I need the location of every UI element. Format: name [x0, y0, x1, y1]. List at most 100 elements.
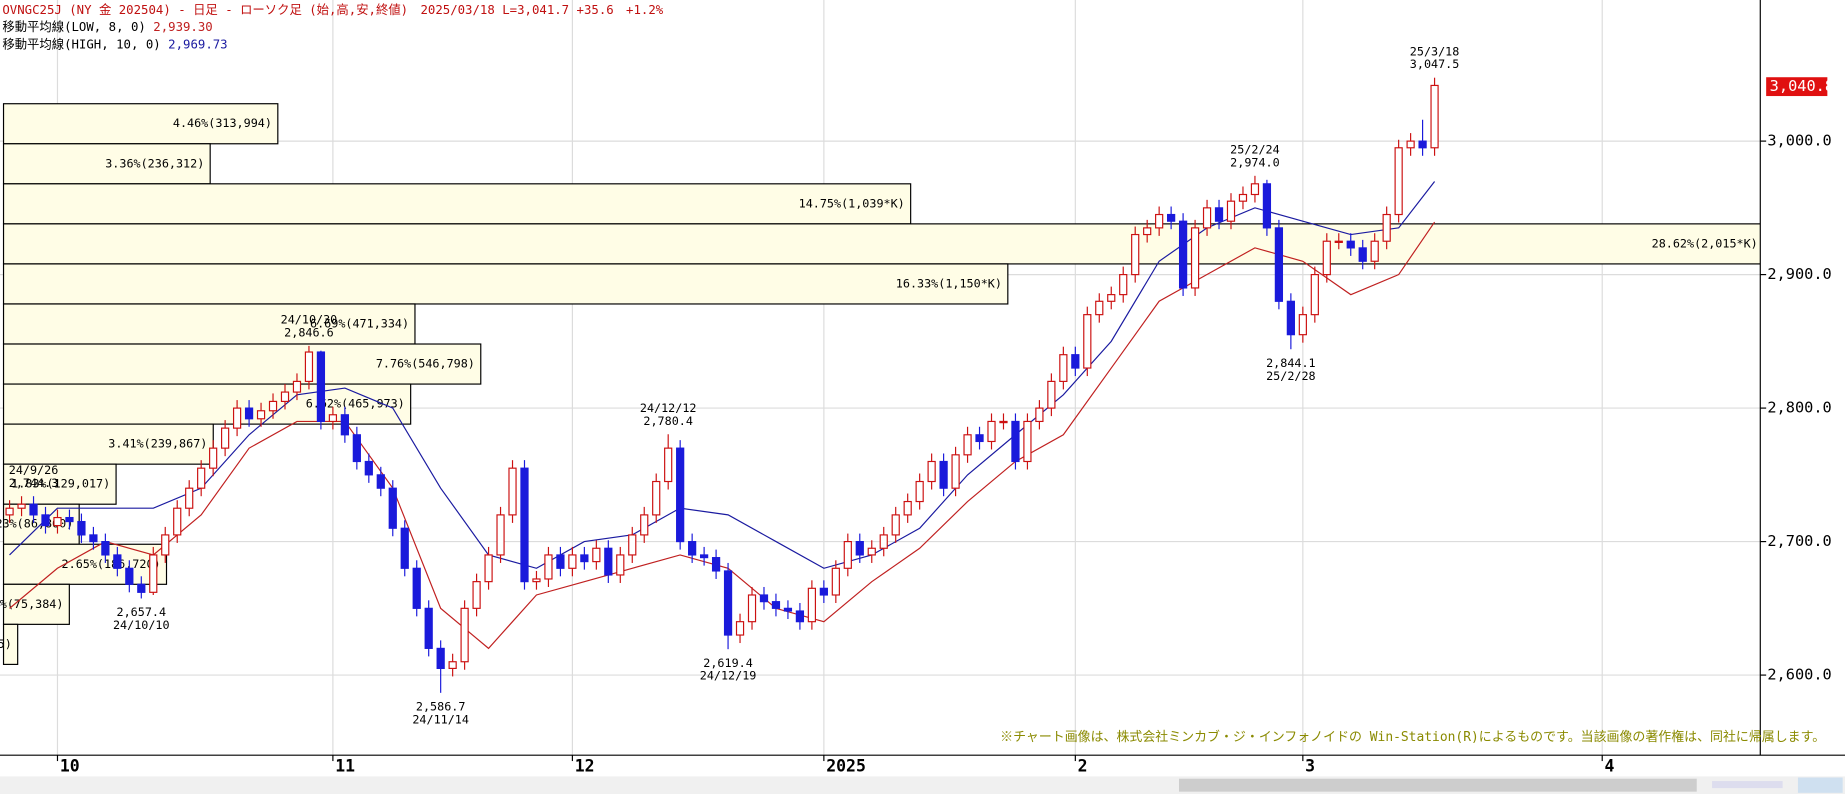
candle-body	[819, 587, 828, 596]
candle-body	[17, 503, 26, 509]
candle-body	[867, 547, 876, 556]
candle-body	[915, 480, 924, 503]
annotation: 24/12/12	[640, 401, 697, 415]
candle-body	[963, 434, 972, 456]
candle-body	[173, 507, 182, 536]
candle-body	[197, 467, 206, 489]
candle-body	[544, 554, 553, 580]
candle-body	[5, 507, 14, 516]
candle-body	[209, 447, 218, 469]
candle-body	[771, 601, 781, 609]
profile-label: 1.83%(129,017)	[11, 477, 110, 491]
candle-body	[1334, 240, 1343, 243]
candle-body	[232, 407, 242, 429]
candle-body	[1238, 193, 1248, 202]
candle-body	[723, 570, 733, 636]
zoom-slider[interactable]	[1712, 781, 1783, 789]
annotation: 25/2/28	[1266, 369, 1316, 383]
plot: 4.46%(313,994) 3.36%(236,312) 14.75%(1,039…	[0, 0, 1845, 777]
x-tick-label: 12	[575, 756, 595, 775]
candle-body	[256, 410, 266, 420]
profile-bar	[2, 623, 19, 665]
candle-body	[616, 554, 625, 576]
x-tick-label: 2025	[826, 756, 866, 775]
profile-label: 1.07%(75,384)	[0, 597, 63, 611]
profile-bar	[2, 143, 211, 185]
candle-body	[664, 447, 673, 483]
candle-body	[340, 414, 349, 436]
y-tick-label: 2,600.0	[1767, 666, 1831, 684]
annotation: 2,974.0	[1230, 155, 1280, 169]
candle-body	[388, 487, 397, 529]
candle-body	[1071, 354, 1080, 369]
candle-body	[1059, 354, 1068, 382]
candle-body	[376, 474, 385, 489]
candle-body	[843, 541, 852, 569]
candle-body	[592, 547, 601, 563]
candle-body	[244, 407, 254, 420]
candle-body	[807, 587, 817, 623]
x-tick-label: 3	[1305, 756, 1315, 775]
candle-body	[652, 480, 661, 516]
candle-body	[268, 400, 278, 412]
candle-body	[460, 607, 469, 663]
candle-body	[532, 578, 541, 583]
candle-body	[137, 583, 146, 593]
profile-label: 6.62%(465,973)	[306, 397, 405, 411]
candle-body	[304, 351, 314, 382]
candle-body	[41, 514, 50, 527]
annotation: 24/10/10	[113, 618, 170, 632]
candle-body	[412, 567, 421, 609]
candle-body	[1430, 84, 1439, 149]
x-tick-label: 4	[1605, 756, 1615, 775]
candle-body	[735, 621, 745, 636]
candle-body	[903, 500, 912, 516]
profile-label: 4.46%(313,994)	[173, 116, 272, 130]
profile-label: 16.33%(1,150*K)	[896, 276, 1002, 290]
candle-body	[400, 527, 409, 569]
annotation: 2,846.6	[284, 325, 334, 339]
candle-body	[1310, 274, 1319, 316]
candle-body	[29, 503, 38, 516]
annotation: 24/11/14	[412, 712, 469, 726]
candle-body	[1370, 240, 1379, 262]
profile-label: 3.41%(239,867)	[108, 437, 207, 451]
candle-body	[424, 607, 433, 649]
candle-body	[316, 351, 326, 423]
profile-bar	[2, 463, 117, 505]
candle-body	[101, 541, 110, 556]
candle-body	[927, 460, 936, 483]
candle-body	[77, 520, 86, 536]
candle-body	[879, 534, 888, 549]
candle-body	[1119, 274, 1128, 296]
candle-body	[185, 487, 194, 509]
candle-body	[1190, 227, 1200, 289]
candle-body	[436, 647, 445, 669]
y-tick-label: 2,900.0	[1767, 265, 1831, 283]
candle-body	[688, 541, 697, 556]
profile-bar	[2, 183, 912, 225]
candle-body	[975, 434, 984, 443]
legend-value: 2,969.73	[168, 37, 227, 51]
scrollbar-thumb[interactable]	[1179, 778, 1697, 792]
annotation: 24/12/19	[700, 669, 757, 683]
candle-body	[1167, 213, 1176, 222]
profile-bar	[2, 303, 416, 345]
candle-body	[580, 554, 589, 563]
legend-entry: 移動平均線(HIGH, 10, 0) 2,969.73	[2, 36, 227, 51]
candle-body	[352, 434, 361, 463]
zoom-buttons[interactable]	[1797, 777, 1843, 793]
candle-body	[1346, 240, 1355, 249]
candle-body	[1358, 247, 1367, 262]
candle-body	[508, 467, 517, 516]
legend-name: 移動平均線(HIGH, 10, 0)	[2, 36, 160, 51]
candle-body	[328, 414, 338, 423]
candle-body	[987, 420, 996, 443]
candle-body	[520, 467, 529, 583]
legend-name: 移動平均線(LOW, 8, 0)	[2, 19, 145, 34]
profile-bar	[2, 423, 214, 465]
annotation: 25/3/18	[1410, 44, 1460, 58]
annotation: 2,844.1	[1266, 356, 1316, 370]
current-price-label: 3,040.8	[1770, 77, 1834, 95]
